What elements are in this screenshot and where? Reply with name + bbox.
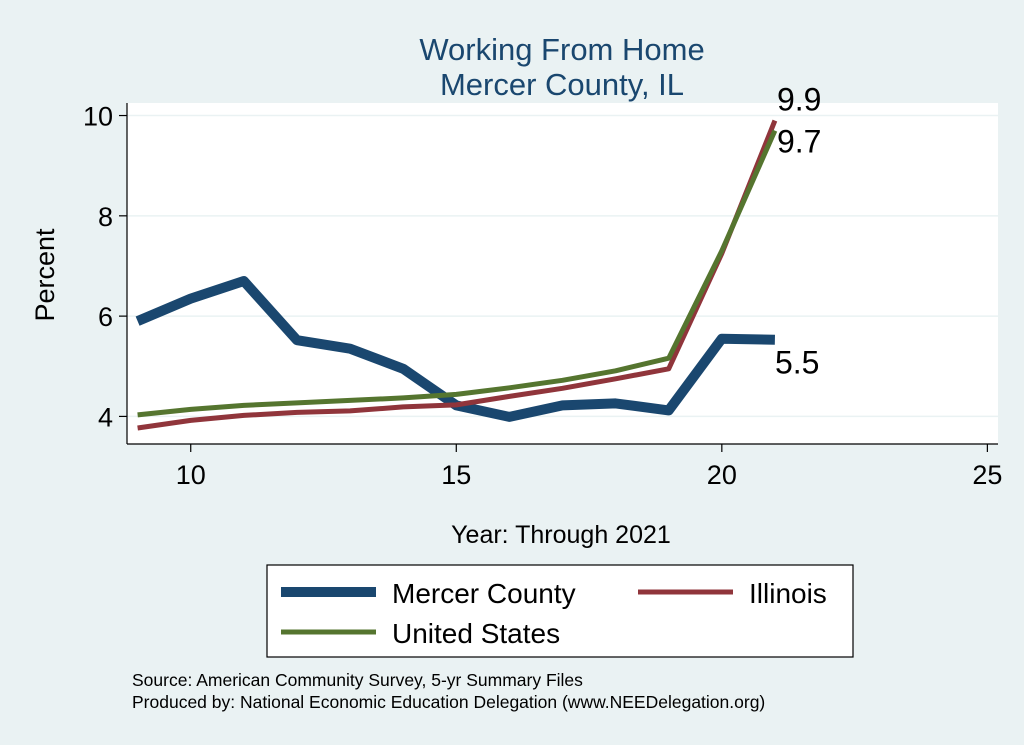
legend-label-mercer-county: Mercer County (392, 578, 576, 609)
x-tick-label: 15 (441, 460, 471, 490)
end-labels: 5.5 9.9 9.7 (775, 82, 821, 381)
axis-ticks: 4 6 8 10 10 15 20 25 (83, 102, 1002, 490)
x-axis-title: Year: Through 2021 (451, 521, 671, 549)
source-note: Source: American Community Survey, 5-yr … (132, 670, 583, 690)
x-tick-label: 25 (972, 460, 1002, 490)
legend-label-united-states: United States (392, 618, 560, 649)
plot-area (127, 103, 998, 444)
y-axis-title: Percent (30, 228, 60, 322)
producer-note: Produced by: National Economic Education… (132, 692, 765, 712)
legend-label-illinois: Illinois (749, 578, 827, 609)
end-label-united-states: 9.7 (777, 124, 821, 160)
chart-title-line2: Mercer County, IL (440, 67, 684, 102)
x-tick-label: 10 (176, 460, 206, 490)
y-tick-label: 10 (83, 102, 113, 132)
series-line-illinois (137, 119, 778, 431)
end-label-mercer-county: 5.5 (775, 345, 819, 381)
y-tick-label: 8 (98, 202, 113, 232)
series-line-united-states (137, 129, 778, 418)
chart-title-line1: Working From Home (419, 32, 704, 67)
legend-box (266, 564, 854, 658)
end-label-illinois: 9.9 (777, 82, 821, 118)
x-tick-label: 20 (707, 460, 737, 490)
y-tick-label: 4 (98, 402, 113, 432)
series-lines (135, 119, 778, 431)
y-tick-label: 6 (98, 302, 113, 332)
